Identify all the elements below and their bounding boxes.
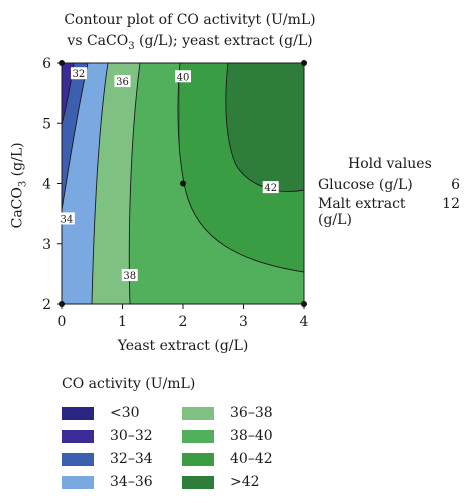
svg-text:34: 34 [60, 214, 73, 225]
legend-item: 36–38 [182, 405, 273, 421]
y-tick-4: 4 [42, 177, 51, 193]
contour-label-32: 32 [70, 67, 87, 80]
legend-item: 30–32 [62, 428, 153, 444]
legend-label: >42 [230, 474, 260, 490]
contour-label-40: 40 [175, 70, 191, 83]
chart-title-line1: Contour plot of CO activityt (U/mL) [64, 12, 316, 28]
legend-label: 32–34 [110, 451, 153, 467]
y-tick-5: 5 [42, 116, 51, 132]
x-tick-4: 4 [300, 314, 309, 330]
region-36-38 [92, 63, 140, 304]
contour-label-36: 36 [114, 75, 131, 88]
hold-value: 6 [451, 177, 460, 193]
legend-swatch [182, 429, 214, 443]
y-tick-2: 2 [42, 297, 51, 313]
y-tick-6: 6 [42, 56, 51, 72]
design-point-4 [180, 180, 186, 187]
y-tick-3: 3 [42, 237, 51, 253]
design-point-3 [301, 60, 307, 66]
x-tick-2: 2 [179, 314, 188, 330]
hold-row-glucose: Glucose (g/L) 6 [318, 177, 460, 193]
svg-text:40: 40 [177, 72, 190, 83]
hold-label: Malt extract (g/L) [318, 196, 406, 228]
x-tick-1: 1 [118, 314, 127, 330]
x-tick-0: 0 [58, 314, 67, 330]
legend-item: 34–36 [62, 474, 153, 490]
contour-label-38: 38 [121, 269, 138, 282]
region-32-34 [62, 63, 88, 210]
contour-line-40 [177, 62, 305, 273]
region-38-40 [129, 63, 304, 304]
legend-swatch [62, 429, 94, 443]
legend-label: 34–36 [110, 474, 153, 490]
contour-line-36 [91, 62, 109, 305]
svg-text:42: 42 [264, 183, 277, 194]
legend-label: 38–40 [230, 428, 273, 444]
legend-item: 32–34 [62, 451, 153, 467]
legend-item: >42 [182, 474, 260, 490]
region-34-36 [62, 63, 108, 304]
x-tick-3: 3 [239, 314, 248, 330]
contour-line-34 [61, 62, 89, 211]
legend-label: 40–42 [230, 451, 273, 467]
contour-line-42 [225, 62, 305, 192]
legend-label: <30 [110, 405, 140, 421]
chart-title-line2: vs CaCO3 (g/L); yeast extract (g/L) [67, 33, 313, 52]
hold-label: Glucose (g/L) [318, 177, 413, 193]
hold-row-malt-extract: Malt extract (g/L) 12 [318, 196, 460, 228]
svg-text:32: 32 [73, 69, 86, 80]
x-axis-label: Yeast extract (g/L) [117, 338, 249, 354]
legend-swatch [62, 475, 94, 489]
svg-text:38: 38 [123, 271, 136, 282]
legend-label: 36–38 [230, 405, 273, 421]
contour-label-42: 42 [262, 181, 279, 194]
hold-values-title: Hold values [348, 156, 432, 172]
legend-swatch [182, 475, 214, 489]
legend-swatch [62, 406, 94, 420]
legend-item: <30 [62, 405, 140, 421]
legend-title: CO activity (U/mL) [62, 376, 196, 392]
contour-label-34: 34 [58, 212, 75, 225]
legend-swatch [182, 406, 214, 420]
y-axis-label: CaCO3 (g/L) [9, 142, 29, 229]
legend-swatch [182, 452, 214, 466]
hold-value: 12 [442, 196, 460, 212]
legend-item: 38–40 [182, 428, 273, 444]
legend-swatch [62, 452, 94, 466]
legend-label: 30–32 [110, 428, 153, 444]
legend-item: 40–42 [182, 451, 273, 467]
svg-text:36: 36 [116, 77, 129, 88]
